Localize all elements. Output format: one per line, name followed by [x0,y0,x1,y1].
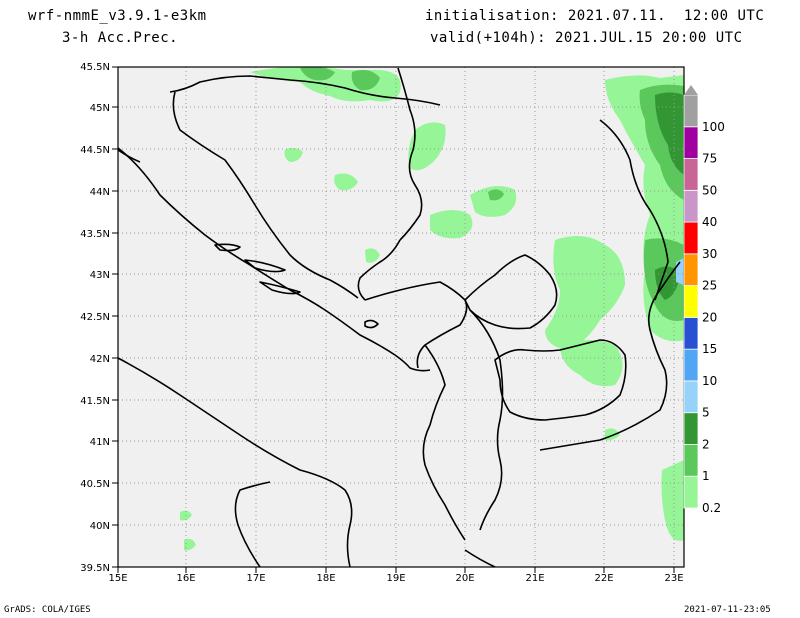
lat-label: 41.5N [80,396,110,407]
lon-label: 23E [664,573,683,584]
colorbar-swatch-5 [683,380,699,414]
italian-coast-heel [234,481,271,568]
colorbar-label-40: 40 [702,215,717,229]
greece-coast [539,261,681,451]
colorbar-label-1: 1 [702,469,710,483]
bulgaria-border [599,119,669,301]
precip-patch-n-center [351,70,380,91]
lon-label: 21E [525,573,544,584]
precip-patch-sw-2 [184,538,196,551]
precip-patch-mont [365,248,380,263]
precip-patch-center [430,210,473,239]
lat-labels: 45.5N 45N 44.5N 44N 43.5N 43N 42.5N 42N … [80,62,110,574]
precip-patch-se-coast [661,460,684,541]
lat-label: 43.5N [80,229,110,240]
adriatic-coastline-east [117,147,431,372]
lat-label: 40N [90,521,110,532]
lon-label: 20E [455,573,474,584]
colorbar-swatch-40 [683,189,699,223]
precip-patch-center-2-dark [488,189,504,201]
lat-label: 44N [90,187,110,198]
init-time: initialisation: 2021.07.11. 12:00 UTC [425,8,765,24]
lon-label: 19E [386,573,405,584]
lon-label: 15E [108,573,127,584]
colorbar-label-2: 2 [702,437,710,451]
kotor-bay [364,319,379,329]
colorbar-label-25: 25 [702,279,717,293]
lat-label: 42N [90,354,110,365]
north-macedonia-border [494,339,627,421]
lat-label: 40.5N [80,479,110,490]
lon-label: 16E [176,573,195,584]
albania-border [422,344,466,541]
island-3 [259,281,301,295]
precip-patch-center-2 [470,186,517,217]
field-title: 3-h Acc.Prec. [62,30,179,46]
colorbar-swatch-75 [683,126,699,159]
island-2 [244,259,286,273]
lon-labels: 15E 16E 17E 18E 19E 20E 21E 22E 23E [108,573,683,584]
colorbar-swatch-2 [683,412,699,445]
colorbar-swatch-15 [683,316,699,350]
lon-ticks [117,567,675,573]
precip-patch-bosnia [284,147,303,162]
precip-patch-bosnia-2 [334,173,358,191]
precip-patch-east-small [560,340,623,387]
precip-patch-north-darker [300,66,335,81]
lat-label: 41N [90,437,110,448]
italian-coastline [117,357,353,568]
colorbar-label-20: 20 [702,310,717,324]
colorbar-swatch-50 [683,158,699,191]
lat-ticks [112,66,118,568]
greece-south [464,549,496,568]
colorbar-label-5: 5 [702,406,710,420]
precip-patch-east-big [545,236,625,350]
lat-label: 45N [90,103,110,114]
colorbar-label-10: 10 [702,374,717,388]
lon-label: 22E [594,573,613,584]
colorbar-swatch-1 [683,444,699,477]
footer-credit: GrADS: COLA/IGES [4,605,91,615]
footer-timestamp: 2021-07-11-23:05 [684,605,771,615]
colorbar-swatch-30 [683,221,699,255]
precip-patch-far-east-dark [655,92,684,175]
colorbar-arrow-top [684,85,698,95]
colorbar-swatch-10 [683,348,699,382]
island-1 [214,243,241,252]
colorbar-swatch-100 [683,94,699,128]
albania-east-border [469,309,504,531]
lat-label: 45.5N [80,62,110,73]
colorbar-label-0.2: 0.2 [702,501,721,515]
colorbar-label-30: 30 [702,247,717,261]
kosovo-border [464,254,558,330]
colorbar-swatch-20 [683,285,699,318]
precip-patch-ne [408,122,446,171]
grid-lines [118,67,684,567]
colorbar-label-100: 100 [702,120,725,134]
lon-label: 17E [246,573,265,584]
croatia-north-border [169,75,441,106]
lat-label: 43N [90,270,110,281]
colorbar-label-75: 75 [702,152,717,166]
croatia-inner-border [172,91,359,299]
lat-label: 42.5N [80,312,110,323]
valid-time: valid(+104h): 2021.JUL.15 20:00 UTC [430,30,743,46]
lat-label: 44.5N [80,145,110,156]
istria-tip [117,149,141,163]
lon-label: 18E [316,573,335,584]
map-outlines [117,67,681,568]
lat-label: 39.5N [80,563,110,574]
colorbar-label-50: 50 [702,183,717,197]
colorbar-swatch-25 [683,253,699,287]
colorbar-label-15: 15 [702,342,717,356]
serbia-west-border [397,67,423,241]
bosnia-east-border [357,239,401,301]
colorbar-swatch-0.2 [683,475,699,509]
model-title: wrf-nmmE_v3.9.1-e3km [28,8,207,24]
